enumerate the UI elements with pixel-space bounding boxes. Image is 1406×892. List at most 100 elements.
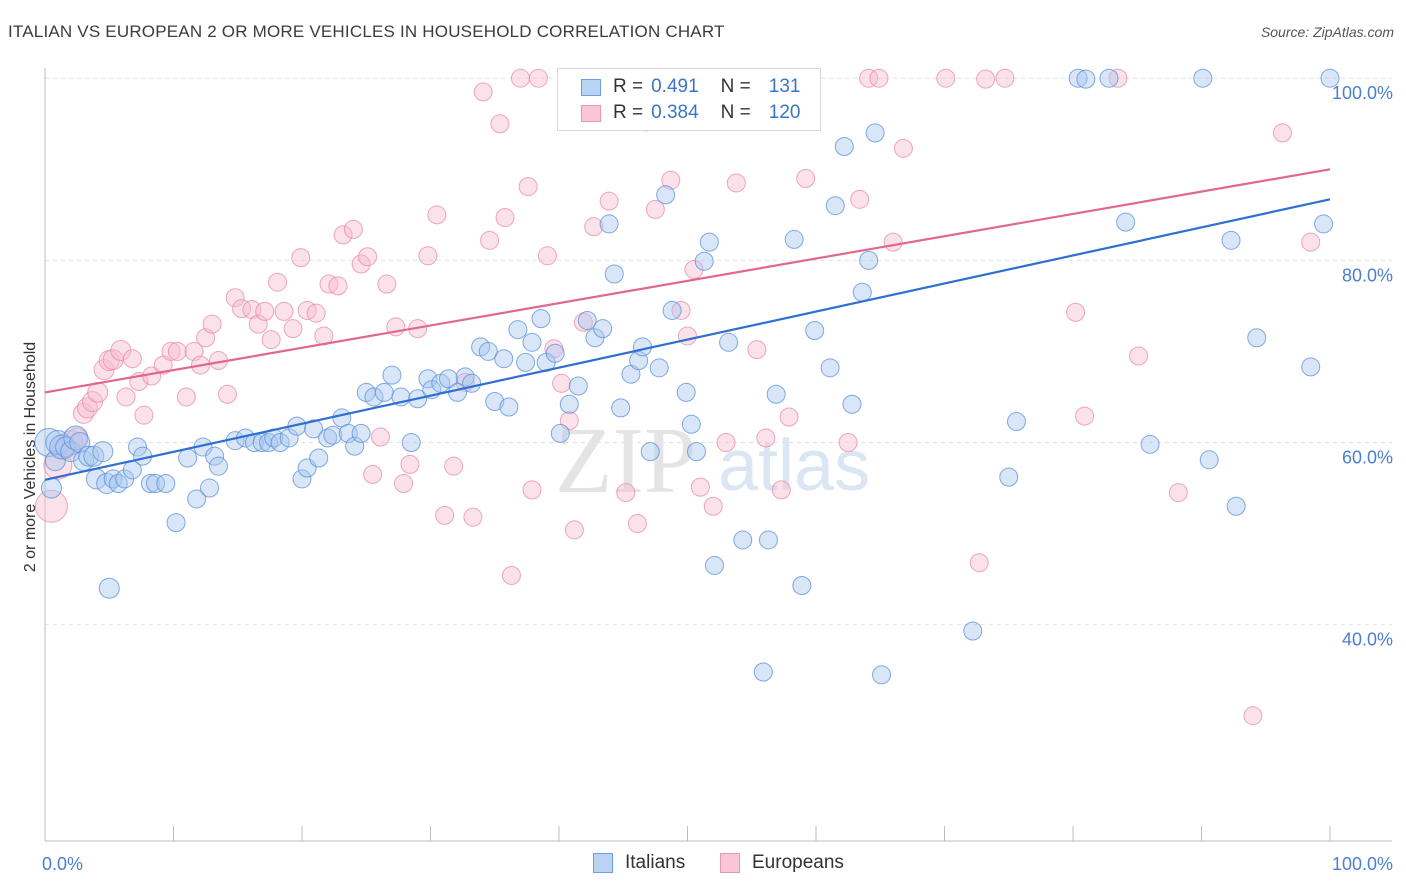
italian-point xyxy=(1076,69,1096,89)
x-tick-label: 100.0% xyxy=(1332,854,1393,874)
italian-point xyxy=(345,436,365,456)
european-point xyxy=(678,326,697,346)
italian-point xyxy=(1301,357,1321,377)
european-point xyxy=(883,232,903,252)
european-point xyxy=(394,473,414,493)
italian-point xyxy=(699,232,719,252)
italian-point xyxy=(545,343,565,363)
italian-point xyxy=(719,332,739,352)
european-point xyxy=(627,514,647,534)
european-point xyxy=(34,489,68,523)
italian-point xyxy=(1140,434,1160,454)
italian-point xyxy=(640,442,660,462)
italian-point xyxy=(825,196,845,216)
european-point xyxy=(480,230,500,250)
italian-point xyxy=(792,575,812,595)
european-point xyxy=(400,454,420,474)
europeans-points xyxy=(34,68,1321,726)
legend-item-italians: Italians xyxy=(593,852,685,874)
italians-n-label: N = xyxy=(720,76,751,97)
italian-point xyxy=(656,185,676,205)
italians-r-label: R = xyxy=(613,76,644,97)
european-point xyxy=(328,276,348,296)
italian-point xyxy=(1226,496,1246,516)
europeans-r-value: 0.384 xyxy=(651,102,699,123)
europeans-legend-swatch xyxy=(720,853,740,873)
european-point xyxy=(225,288,245,308)
european-point xyxy=(490,114,510,134)
italian-point xyxy=(98,577,120,599)
european-point xyxy=(343,219,363,239)
european-point xyxy=(473,82,493,102)
european-point xyxy=(351,254,371,274)
watermark-zip: ZIP xyxy=(555,409,696,513)
italian-point xyxy=(462,373,482,393)
watermark-atlas: atlas xyxy=(718,426,870,506)
italian-point xyxy=(187,489,207,509)
italian-point xyxy=(1099,68,1119,88)
european-point xyxy=(377,274,397,294)
italians-trend-line xyxy=(44,198,1331,481)
european-point xyxy=(599,191,619,211)
europeans-trend-line xyxy=(44,168,1331,394)
italian-point xyxy=(1221,230,1241,250)
european-point xyxy=(838,433,858,452)
italian-point xyxy=(522,332,542,352)
italian-point xyxy=(766,384,786,404)
european-point xyxy=(756,428,776,448)
european-point xyxy=(869,68,889,88)
european-point xyxy=(427,205,447,225)
european-point xyxy=(268,272,288,292)
european-point xyxy=(747,340,767,360)
italian-point xyxy=(292,469,312,489)
italian-point xyxy=(662,300,682,320)
italian-point xyxy=(1199,450,1219,470)
italian-point xyxy=(374,382,394,402)
italian-point xyxy=(753,662,773,682)
european-point xyxy=(358,247,378,267)
y-tick-label: 80.0% xyxy=(1342,265,1393,285)
europeans-n-label: N = xyxy=(720,102,751,123)
x-tick-label: 0.0% xyxy=(42,854,83,874)
european-point xyxy=(122,349,142,369)
y-tick-label: 100.0% xyxy=(1332,83,1393,103)
european-point xyxy=(771,480,791,500)
european-point xyxy=(936,68,956,88)
italian-point xyxy=(78,445,100,467)
y-tick-label: 60.0% xyxy=(1342,448,1393,468)
european-point xyxy=(969,553,989,573)
european-point xyxy=(684,259,704,279)
european-point xyxy=(161,341,181,361)
european-point xyxy=(726,173,746,193)
italian-point xyxy=(166,513,186,533)
italian-point xyxy=(140,473,160,493)
european-point xyxy=(444,456,464,476)
european-point xyxy=(370,427,390,447)
european-point xyxy=(463,507,483,527)
european-point xyxy=(1066,302,1086,322)
european-point xyxy=(850,189,870,209)
italians-points xyxy=(34,68,1340,685)
italian-point xyxy=(531,309,551,329)
italian-point xyxy=(418,369,438,389)
legend-item-europeans: Europeans xyxy=(720,852,844,874)
italian-point xyxy=(593,319,613,339)
gridlines xyxy=(45,77,1392,626)
italian-point xyxy=(694,251,714,271)
european-point xyxy=(261,330,281,350)
italian-point xyxy=(859,250,879,270)
europeans-legend-label: Europeans xyxy=(752,852,844,873)
correlation-legend: R = 0.491 N = 131 R = 0.384 N = 120 xyxy=(557,68,821,131)
axes xyxy=(44,68,1392,842)
italian-point xyxy=(1006,412,1026,432)
italians-legend-label: Italians xyxy=(625,852,686,873)
european-point xyxy=(552,373,572,393)
italian-point xyxy=(351,423,371,443)
european-point xyxy=(435,505,455,525)
chart-title: ITALIAN VS EUROPEAN 2 OR MORE VEHICLES I… xyxy=(8,22,725,41)
italian-point xyxy=(270,433,290,452)
italian-point xyxy=(681,414,701,434)
italian-point xyxy=(649,358,669,378)
italian-point xyxy=(1193,68,1213,88)
italian-point xyxy=(178,448,198,468)
